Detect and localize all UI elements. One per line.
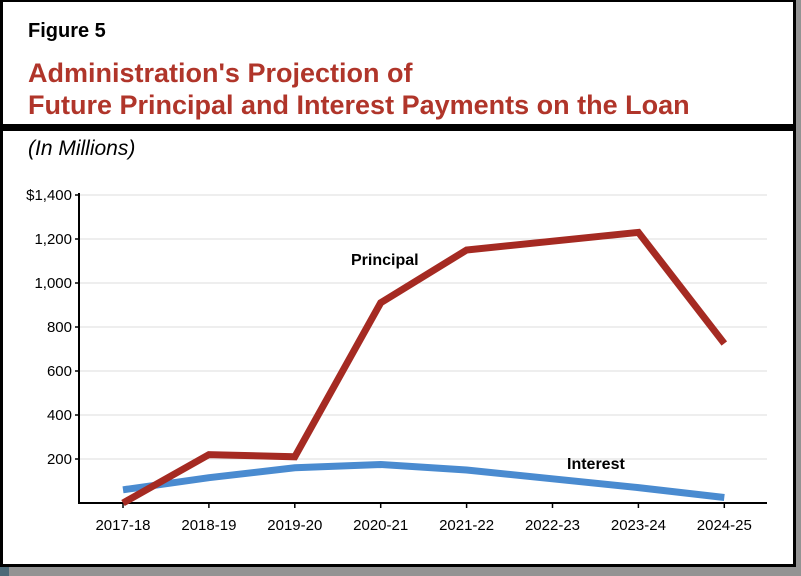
figure-label: Figure 5 <box>28 20 106 42</box>
x-tick-label: 2018-19 <box>181 517 236 534</box>
x-tick-label: 2022-23 <box>525 517 580 534</box>
title-line-2: Future Principal and Interest Payments o… <box>28 90 690 120</box>
x-tick-label: 2024-25 <box>697 517 752 534</box>
title-line-1: Administration's Projection of <box>28 58 413 88</box>
y-tick-label: 1,200 <box>34 231 72 248</box>
y-tick-label: 200 <box>47 451 72 468</box>
y-tick-label: $1,400 <box>26 187 72 204</box>
interest-label: Interest <box>567 456 625 473</box>
x-tick-label: 2020-21 <box>353 517 408 534</box>
principal-line <box>121 228 728 507</box>
gridlines <box>79 194 767 460</box>
figure-title: Administration's Projection of Future Pr… <box>28 57 690 121</box>
title-divider <box>3 124 793 131</box>
figure-subtitle: (In Millions) <box>28 137 136 160</box>
x-tick-label: 2021-22 <box>439 517 494 534</box>
x-tick-label: 2019-20 <box>267 517 322 534</box>
y-axis: 200 400 600 800 1,000 1,200 $1,400 <box>26 187 80 504</box>
corner-accent <box>0 567 9 576</box>
y-tick-label: 1,000 <box>34 275 72 292</box>
x-tick-label: 2023-24 <box>611 517 666 534</box>
x-axis: 2017-18 2018-19 2019-20 2020-21 2021-22 2022-… <box>78 502 767 534</box>
y-tick-label: 600 <box>47 363 72 380</box>
y-tick-label: 400 <box>47 407 72 424</box>
y-tick-label: 800 <box>47 319 72 336</box>
x-tick-label: 2017-18 <box>95 517 150 534</box>
principal-label: Principal <box>351 252 419 269</box>
series-lines <box>121 228 728 507</box>
interest-line <box>122 460 725 501</box>
